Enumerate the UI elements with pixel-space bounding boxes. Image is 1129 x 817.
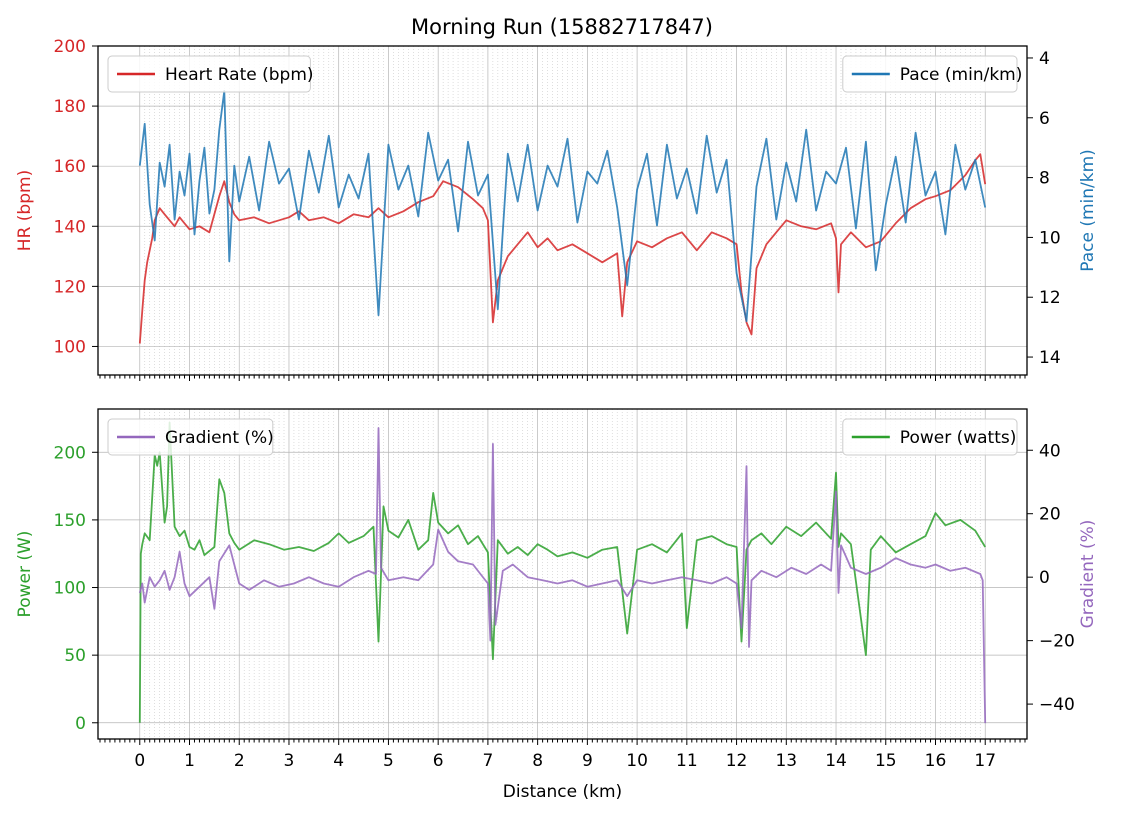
x-tick-label: 13 [775,751,797,771]
x-tick-label: 4 [333,751,344,771]
x-tick-label: 17 [974,751,996,771]
y-right-tick-label: 0 [1039,568,1050,588]
legend-label: Gradient (%) [165,428,274,448]
x-tick-label: 2 [234,751,245,771]
bottom-legends: Power (watts) Gradient (%) [107,418,1018,456]
top-series-layer [138,90,987,344]
x-tick-label: 10 [626,751,648,771]
legend-box [107,55,311,93]
x-tick-label: 11 [676,751,698,771]
legend-box [842,418,1018,456]
x-tick-label: 6 [433,751,444,771]
legend-pace-min-km: Pace (min/km) [842,55,1023,93]
pace-min-km-line [138,90,987,323]
gradient-line [138,427,987,724]
y-left-tick-label: 140 [54,217,86,237]
legend-gradient: Gradient (%) [107,418,274,456]
y-left-tick-label: 180 [54,97,86,117]
x-tick-label: 8 [532,751,543,771]
y-right-tick-label: 12 [1039,288,1061,308]
y-left-tick-label: 150 [54,511,86,531]
y-left-tick-label: 100 [54,337,86,357]
x-tick-label: 3 [284,751,295,771]
y-right-tick-label: 40 [1039,441,1061,461]
y-right-tick-label: 4 [1039,49,1050,69]
x-tick-label: 14 [825,751,847,771]
x-tick-label: 7 [482,751,493,771]
legend-label: Power (watts) [900,428,1017,448]
top-axes: 100 120 140 160 180 200 4 6 8 10 12 14 HR (bpm) Pace … [15,37,1098,381]
x-tick-label: 5 [383,751,394,771]
bottom-grid [98,409,1027,739]
legend-label: Heart Rate (bpm) [165,65,314,85]
y-right-tick-label: 10 [1039,228,1061,248]
y-left-tick-label: 160 [54,157,86,177]
y-left-tick-label: 100 [54,579,86,599]
x-tick-label: 12 [726,751,748,771]
bottom-series-layer [138,421,987,724]
x-tick-label: 9 [582,751,593,771]
top-legends: Heart Rate (bpm) Pace (min/km) [107,55,1023,93]
x-axis-label: Distance (km) [503,782,622,802]
y-left-axis-label: Power (W) [15,531,35,618]
heart-rate-bpm-line [138,153,987,344]
y-right-tick-label: −40 [1039,695,1075,715]
y-left-tick-label: 200 [54,37,86,57]
y-left-tick-label: 0 [75,714,86,734]
x-tick-label: 15 [875,751,897,771]
y-left-tick-label: 50 [64,646,86,666]
legend-power-watts: Power (watts) [842,418,1018,456]
legend-label: Pace (min/km) [900,65,1023,85]
legend-box [107,418,274,456]
x-tick-label: 16 [925,751,947,771]
y-right-tick-label: 14 [1039,348,1061,368]
heart-rate-pace-panel: 100 120 140 160 180 200 4 6 8 10 12 14 HR (bpm) Pace … [15,37,1098,381]
figure-title: Morning Run (15882717847) [411,15,713,39]
y-right-tick-label: 20 [1039,505,1061,525]
legend-heart-rate-bpm: Heart Rate (bpm) [107,55,314,93]
y-left-tick-label: 120 [54,277,86,297]
y-right-tick-label: 8 [1039,169,1050,189]
power-watts-line [138,421,986,723]
y-right-tick-label: 6 [1039,109,1050,129]
legend-box [842,55,1018,93]
y-right-axis-label: Pace (min/km) [1078,149,1098,272]
y-left-tick-label: 200 [54,443,86,463]
y-right-axis-label: Gradient (%) [1078,520,1098,629]
y-left-axis-label: HR (bpm) [15,170,35,251]
top-grid [98,45,1027,375]
x-tick-label: 1 [184,751,195,771]
x-tick-label: 0 [134,751,145,771]
y-right-tick-label: −20 [1039,632,1075,652]
